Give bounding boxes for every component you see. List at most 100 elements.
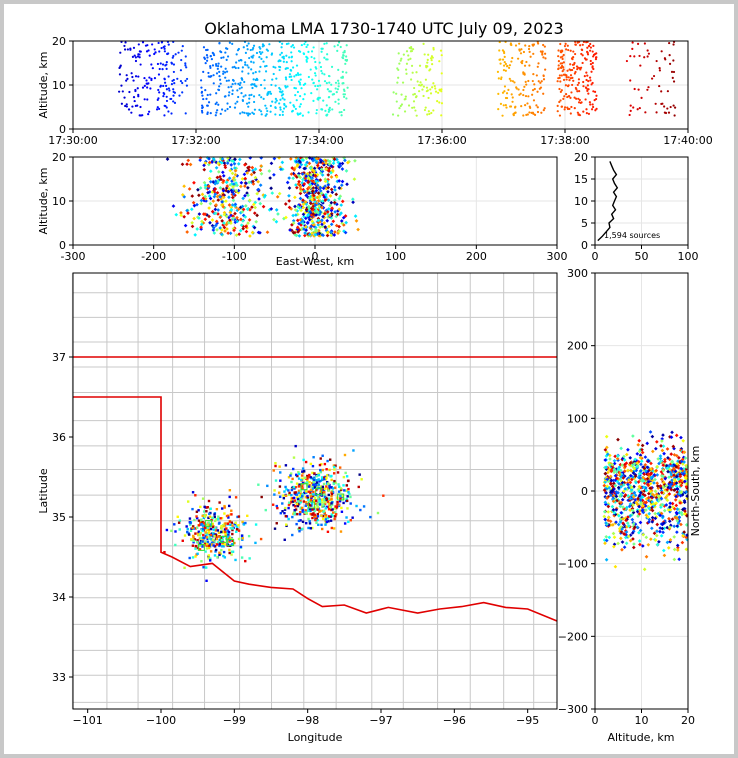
p2-source-point xyxy=(291,218,296,223)
p5-source-point xyxy=(650,515,655,520)
p2-source-point xyxy=(329,164,334,169)
p2-source-point xyxy=(251,179,255,184)
p4-source-point xyxy=(231,539,234,543)
p5-source-point xyxy=(660,514,665,519)
p1-source-point xyxy=(517,88,520,91)
p5-source-point xyxy=(683,479,687,484)
p5-source-point xyxy=(651,493,656,498)
p1-source-point xyxy=(429,57,433,60)
p2-source-point xyxy=(325,218,330,223)
p4-source-point xyxy=(215,543,219,546)
p4-source-point xyxy=(322,497,325,501)
p4-source-point xyxy=(360,478,363,481)
p5-source-point xyxy=(635,461,640,466)
p1-source-point xyxy=(440,114,443,117)
p2-source-point xyxy=(322,221,327,225)
p2-source-point xyxy=(219,160,224,165)
p4-source-point xyxy=(208,512,211,516)
p1-source-point xyxy=(305,56,309,59)
p1-source-point xyxy=(670,70,674,73)
p1-source-point xyxy=(157,107,161,111)
p1-source-point xyxy=(577,81,580,85)
p4-ytick-label: 35 xyxy=(52,511,66,524)
p4-source-point xyxy=(318,503,322,506)
p2-source-point xyxy=(298,196,303,201)
p5-source-point xyxy=(651,501,656,506)
p1-source-point xyxy=(528,64,531,67)
p1-source-point xyxy=(504,62,508,66)
p2-source-point xyxy=(256,187,261,192)
p2-source-point xyxy=(241,207,246,212)
p2-source-point xyxy=(255,191,259,196)
p1-source-point xyxy=(499,62,502,65)
p2-source-point xyxy=(283,202,288,206)
p5-source-point xyxy=(660,437,664,441)
p5-source-point xyxy=(654,533,659,538)
p1-source-point xyxy=(403,110,407,113)
p4-source-point xyxy=(226,529,230,532)
p1-source-point xyxy=(586,46,589,49)
p4-source-point xyxy=(328,458,332,461)
p1-source-point xyxy=(586,50,589,53)
p1-source-point xyxy=(224,109,227,112)
p1-source-point xyxy=(504,69,507,72)
p1-source-point xyxy=(561,55,564,58)
p2-source-point xyxy=(318,185,323,190)
p5-source-point xyxy=(649,461,653,466)
p2-source-point xyxy=(196,187,200,192)
p2-source-point xyxy=(307,191,311,196)
p1-source-point xyxy=(258,45,261,49)
p1-source-point xyxy=(661,102,664,105)
p5-source-point xyxy=(643,455,648,459)
p1-source-point xyxy=(123,44,126,48)
p2-source-point xyxy=(287,176,291,180)
p1-source-point xyxy=(302,97,305,101)
p1-source-point xyxy=(315,108,318,112)
p4-source-point xyxy=(326,530,330,534)
p4-source-point xyxy=(221,538,224,541)
p1-source-point xyxy=(497,77,500,80)
p2-source-point xyxy=(258,168,263,172)
p1-source-point xyxy=(176,77,179,80)
p2-source-point xyxy=(218,215,223,220)
p1-source-point xyxy=(562,66,565,69)
p5-source-point xyxy=(666,456,670,460)
p1-source-point xyxy=(589,59,592,63)
p4-source-point xyxy=(315,504,319,507)
p2-source-point xyxy=(332,200,337,205)
p5-source-point xyxy=(628,480,633,485)
p4-source-point xyxy=(316,518,319,522)
p2-source-point xyxy=(207,160,212,165)
p4-source-point xyxy=(319,457,322,460)
p1-source-point xyxy=(259,65,262,68)
p2-source-point xyxy=(179,211,183,215)
p2-source-point xyxy=(324,167,329,171)
p2-source-point xyxy=(292,167,297,172)
p1-source-point xyxy=(165,61,168,64)
p2-source-point xyxy=(188,162,193,167)
p2-source-point xyxy=(310,189,315,194)
p5-source-point xyxy=(614,490,619,494)
p4-source-point xyxy=(339,497,342,500)
p1-source-point xyxy=(410,49,414,53)
p5-source-point xyxy=(640,447,644,452)
p4-source-point xyxy=(325,520,329,524)
p1-source-point xyxy=(247,42,250,45)
p4-source-point xyxy=(240,556,244,559)
p1-source-point xyxy=(247,72,250,75)
p4-source-point xyxy=(330,503,334,506)
p2-source-point xyxy=(321,233,325,238)
p1-source-point xyxy=(119,51,122,54)
p5-source-point xyxy=(652,472,657,477)
p2-source-point xyxy=(247,218,252,222)
p5-source-point xyxy=(684,489,689,494)
p5-source-point xyxy=(637,530,641,535)
p1-source-point xyxy=(216,67,219,70)
p4-source-point xyxy=(191,526,194,530)
p4-source-point xyxy=(294,444,297,448)
p1-source-point xyxy=(529,55,532,58)
p5-source-point xyxy=(666,469,670,474)
p4-source-point xyxy=(218,551,221,554)
p1-source-point xyxy=(337,85,340,88)
p1-source-point xyxy=(268,90,272,93)
